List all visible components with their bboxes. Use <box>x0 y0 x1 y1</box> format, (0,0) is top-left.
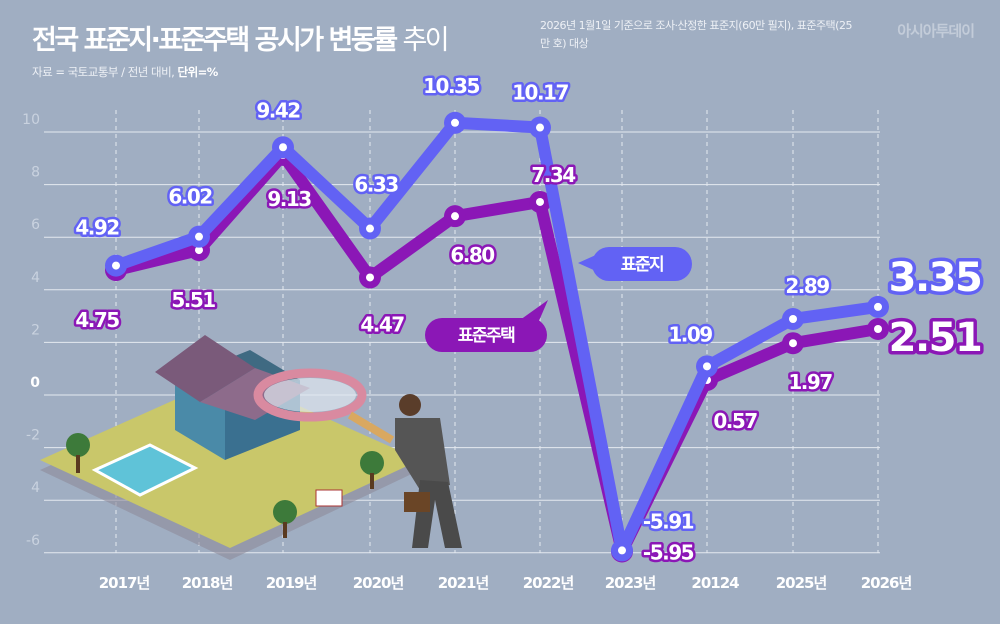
data-label: 2.89 <box>785 274 829 298</box>
series-line-1 <box>114 148 879 558</box>
y-tick-label: -6 <box>26 533 40 549</box>
source-note: 자료 = 국토교통부 / 전년 대비, 단위=% <box>32 64 218 80</box>
x-tick-label: 2017년 <box>99 574 150 592</box>
unit-text: 단위=% <box>177 65 218 79</box>
data-point-center <box>874 302 882 311</box>
x-tick-label: 20124 <box>691 574 739 592</box>
data-point-center <box>112 261 120 270</box>
y-tick-label: 4 <box>31 270 40 286</box>
x-tick-label: 2020년 <box>353 574 404 592</box>
data-point-center <box>536 197 544 206</box>
x-tick-label: 2021년 <box>438 574 489 592</box>
logo: 아시아투데이 <box>897 22 975 40</box>
y-tick-label: -2 <box>26 428 40 444</box>
title-main: 전국 표준지·표준주택 공시가 변동률 <box>32 25 398 56</box>
y-tick-label: 6 <box>31 217 40 233</box>
x-tick-label: 2018년 <box>182 574 233 592</box>
title-suffix: 추이 <box>402 25 449 56</box>
data-label: 1.09 <box>668 322 712 346</box>
data-label: 1.97 <box>788 370 832 394</box>
y-tick-label: 0 <box>30 375 40 391</box>
y-tick-label: 4 <box>31 480 40 496</box>
legend-label-house: 표준주택 <box>458 326 515 346</box>
data-point-center <box>451 118 459 127</box>
legend-callout-house: 표준주택 <box>425 300 548 352</box>
chart-title: 전국 표준지·표준주택 공시가 변동률 추이 <box>32 18 450 57</box>
data-point-center <box>789 314 797 323</box>
data-label: 7.34 <box>531 163 575 187</box>
y-tick-label: 10 <box>22 112 40 128</box>
data-label: 4.75 <box>75 308 119 332</box>
data-label: -5.91 <box>643 509 694 533</box>
data-label: 9.42 <box>256 98 300 122</box>
legend-label-land: 표준지 <box>621 255 663 275</box>
data-point-center <box>451 212 459 221</box>
source-text: 자료 = 국토교통부 / 전년 대비, <box>32 65 175 79</box>
data-point-center <box>789 339 797 348</box>
data-label: 6.33 <box>354 173 398 197</box>
data-point-center <box>366 273 374 282</box>
data-label: 4.92 <box>75 216 119 240</box>
data-point-center <box>703 362 711 371</box>
x-tick-label: 2025년 <box>776 574 827 592</box>
y-tick-label: 2 <box>31 322 40 338</box>
x-tick-label: 2026년 <box>861 574 912 592</box>
y-tick-label: 8 <box>31 165 40 181</box>
data-point-center <box>366 224 374 233</box>
series-line-0 <box>114 116 879 557</box>
legend-callout-land: 표준지 <box>578 247 692 281</box>
data-point-center <box>279 143 287 152</box>
data-point-center <box>536 123 544 132</box>
data-point-center <box>874 324 882 333</box>
x-tick-label: 2022년 <box>523 574 574 592</box>
data-label: 3.35 <box>889 255 982 301</box>
data-point-center <box>618 546 626 555</box>
chart-note: 2026년 1월1일 기준으로 조사·산정한 표준지(60만 필지), 표준주택… <box>540 19 852 50</box>
data-label: 6.02 <box>168 185 212 209</box>
data-label: -5.95 <box>643 540 694 564</box>
x-tick-label: 2019년 <box>266 574 317 592</box>
data-label: 2.51 <box>889 315 982 361</box>
data-label: 6.80 <box>450 243 494 267</box>
data-point-center <box>195 232 203 241</box>
x-tick-label: 2023년 <box>605 574 656 592</box>
data-label: 5.51 <box>171 288 215 312</box>
data-label: 10.35 <box>423 74 479 98</box>
data-label: 10.17 <box>512 81 568 105</box>
house-inspection-illustration <box>40 335 462 560</box>
data-label: 9.13 <box>267 187 311 211</box>
data-point-center <box>195 246 203 255</box>
data-label: 0.57 <box>713 409 757 433</box>
data-label: 4.47 <box>360 312 404 336</box>
